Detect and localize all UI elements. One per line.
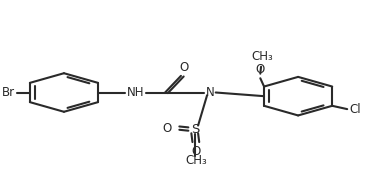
Text: O: O: [192, 145, 201, 158]
Text: Cl: Cl: [349, 103, 361, 116]
Text: CH₃: CH₃: [251, 50, 273, 63]
Text: S: S: [191, 123, 199, 136]
Text: O: O: [179, 61, 189, 74]
Text: CH₃: CH₃: [185, 154, 207, 167]
Text: Br: Br: [2, 86, 15, 99]
Text: O: O: [256, 63, 265, 75]
Text: O: O: [162, 122, 172, 135]
Text: NH: NH: [126, 86, 144, 99]
Text: N: N: [206, 86, 214, 99]
